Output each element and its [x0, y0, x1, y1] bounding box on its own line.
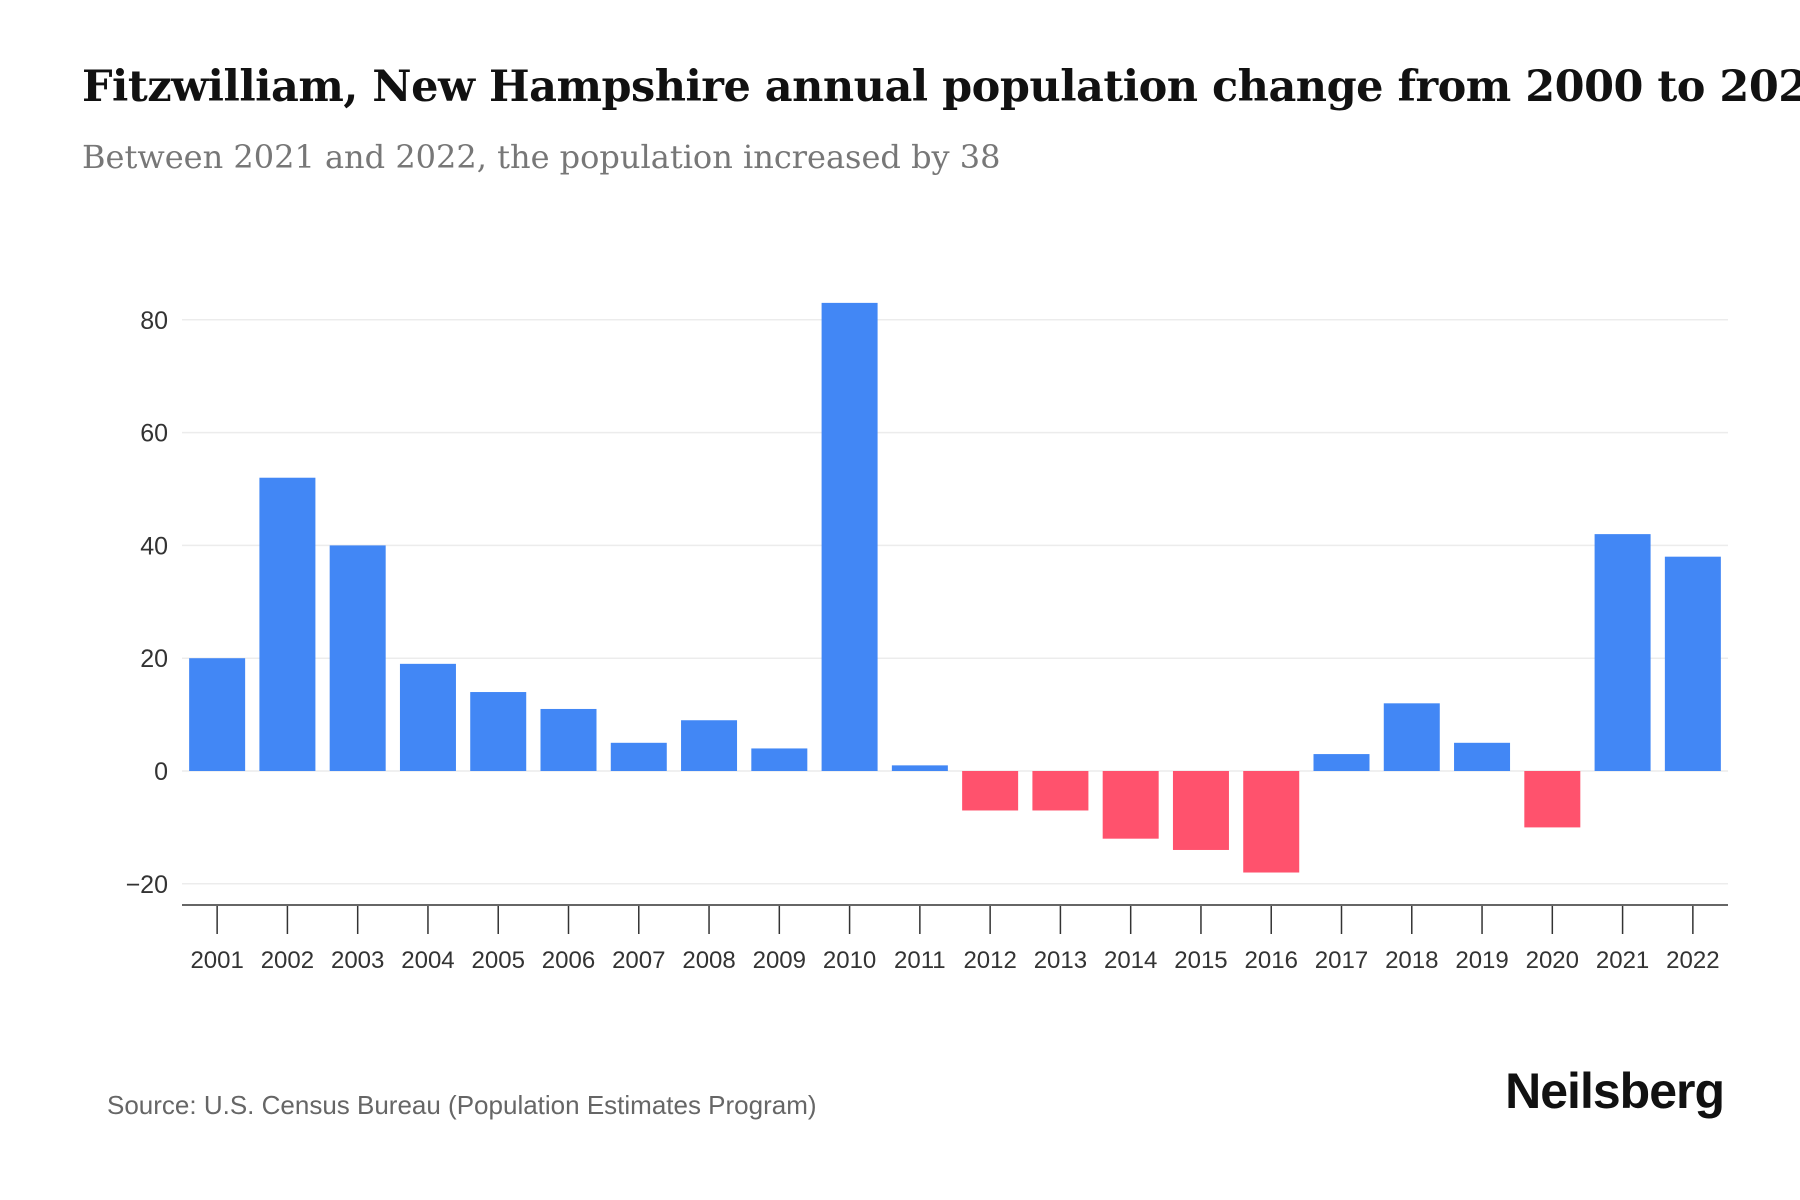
bar-2013	[1032, 771, 1089, 811]
y-tick-label: 60	[140, 420, 168, 448]
x-tick-label: 2022	[1666, 947, 1719, 974]
x-tick-label: 2006	[542, 947, 595, 974]
x-tick-label: 2020	[1526, 947, 1579, 974]
bar-2019	[1454, 742, 1511, 771]
x-tick-label: 2009	[753, 947, 806, 974]
x-tick-label: 2014	[1104, 947, 1157, 974]
x-tick-label: 2013	[1034, 947, 1087, 974]
neilsberg-logo: Neilsberg	[1505, 1063, 1725, 1119]
bar-2007	[610, 742, 667, 771]
x-tick-label: 2001	[190, 947, 243, 974]
bar-2020	[1524, 771, 1581, 828]
bar-2001	[189, 658, 246, 771]
bar-2016	[1243, 771, 1300, 873]
chart-subtitle: Between 2021 and 2022, the population in…	[82, 138, 1001, 176]
bar-2018	[1383, 703, 1440, 771]
bar-2012	[962, 771, 1019, 811]
x-tick-label: 2019	[1455, 947, 1508, 974]
x-tick-label: 2005	[472, 947, 525, 974]
y-tick-label: 80	[140, 307, 168, 335]
x-tick-label: 2008	[682, 947, 735, 974]
bar-2005	[470, 692, 527, 771]
bar-2009	[751, 748, 808, 771]
bar-2017	[1313, 754, 1370, 771]
chart-title: Fitzwilliam, New Hampshire annual popula…	[82, 62, 1800, 112]
x-tick-label: 2010	[823, 947, 876, 974]
bar-2008	[681, 720, 738, 771]
bar-2015	[1172, 771, 1229, 850]
y-tick-label: 0	[154, 758, 168, 786]
x-tick-label: 2003	[331, 947, 384, 974]
bar-2021	[1594, 534, 1651, 771]
bar-2010	[821, 302, 878, 771]
x-tick-label: 2012	[963, 947, 1016, 974]
bar-2011	[891, 765, 948, 771]
x-tick-label: 2016	[1245, 947, 1298, 974]
x-tick-label: 2015	[1174, 947, 1227, 974]
x-tick-label: 2007	[612, 947, 665, 974]
x-tick-label: 2018	[1385, 947, 1438, 974]
x-tick-label: 2017	[1315, 947, 1368, 974]
source-note: Source: U.S. Census Bureau (Population E…	[107, 1090, 817, 1120]
y-tick-label: −20	[126, 871, 168, 899]
bar-2022	[1664, 556, 1721, 771]
x-tick-label: 2002	[261, 947, 314, 974]
bar-2004	[399, 663, 456, 771]
bar-2014	[1102, 771, 1159, 839]
x-tick-label: 2011	[894, 947, 946, 974]
bar-2002	[259, 477, 316, 771]
x-tick-label: 2004	[401, 947, 454, 974]
bar-2003	[329, 545, 386, 771]
bar-2006	[540, 708, 597, 771]
y-tick-label: 20	[140, 645, 168, 673]
y-tick-label: 40	[140, 532, 168, 560]
x-tick-label: 2021	[1596, 947, 1649, 974]
